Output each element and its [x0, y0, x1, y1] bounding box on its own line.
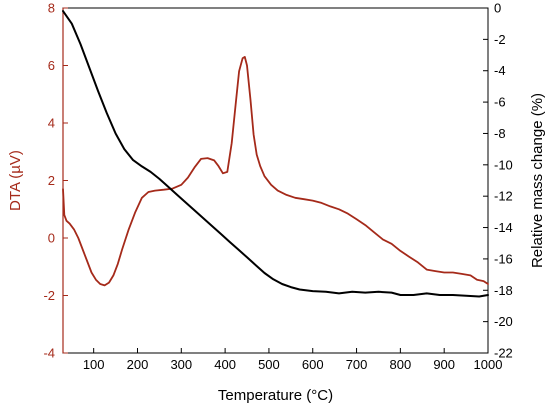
y-right-tick-label: 0: [494, 1, 501, 16]
y-left-tick-label: 4: [48, 116, 55, 131]
y-right-tick-label: -20: [494, 314, 513, 329]
y-right-tick-label: -4: [494, 63, 506, 78]
x-tick-label: 700: [346, 357, 368, 372]
x-tick-label: 400: [214, 357, 236, 372]
x-tick-label: 300: [170, 357, 192, 372]
plot-frame: [62, 7, 489, 354]
mass-change-series-line: [62, 10, 489, 298]
x-tick-label: 1000: [474, 357, 503, 372]
x-ticks: 100 200 300 400 500 600 700 800 900 1000: [83, 348, 503, 372]
x-tick-label: 800: [390, 357, 412, 372]
y-right-ticks: -22-20-18-16-14-12-10-8-6-4-20: [483, 1, 513, 361]
y-right-tick-label: -22: [494, 346, 513, 361]
y-right-tick-label: -8: [494, 126, 506, 141]
y-left-tick-label: 0: [48, 231, 55, 246]
x-tick-label: 600: [302, 357, 324, 372]
y-right-tick-label: -6: [494, 95, 506, 110]
x-tick-label: 900: [433, 357, 455, 372]
y-right-tick-label: -16: [494, 251, 513, 266]
y-left-tick-label: -2: [43, 288, 55, 303]
y-left-ticks: -4 -2 0 2 4 6 8: [43, 1, 68, 361]
y-right-axis-title: Relative mass change (%): [529, 93, 546, 268]
y-right-tick-label: -18: [494, 283, 513, 298]
y-left-tick-label: -4: [43, 346, 55, 361]
x-tick-label: 500: [258, 357, 280, 372]
x-axis-title: Temperature (°C): [218, 387, 333, 404]
y-right-tick-label: -2: [494, 32, 506, 47]
y-left-axis-title: DTA (µV): [7, 150, 24, 211]
y-right-tick-label: -10: [494, 157, 513, 172]
y-left-tick-label: 6: [48, 58, 55, 73]
y-left-tick-label: 2: [48, 173, 55, 188]
dta-series-line: [62, 56, 489, 287]
x-tick-label: 200: [127, 357, 149, 372]
y-right-tick-label: -12: [494, 189, 513, 204]
y-left-tick-label: 8: [48, 1, 55, 16]
x-tick-label: 100: [83, 357, 105, 372]
series-layer: [62, 10, 489, 298]
y-right-tick-label: -14: [494, 220, 513, 235]
